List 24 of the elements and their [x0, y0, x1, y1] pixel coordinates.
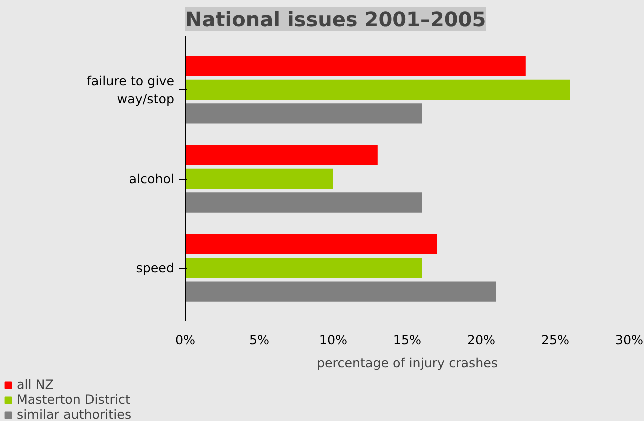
- bar: [186, 56, 526, 76]
- bar: [186, 282, 496, 302]
- x-tick-label: 0%: [175, 332, 196, 348]
- bar: [186, 192, 422, 213]
- y-tick-label: alcohol: [129, 172, 175, 186]
- x-tick-label: 10%: [319, 332, 348, 348]
- bar: [186, 168, 334, 190]
- x-tick-label: 25%: [541, 332, 570, 348]
- bar: [186, 104, 422, 124]
- bar: [186, 234, 438, 254]
- chart-title: National issues 2001–2005: [186, 8, 486, 32]
- legend-label: Masterton District: [17, 392, 130, 407]
- bar: [186, 258, 422, 278]
- x-axis-title: percentage of injury crashes: [317, 356, 498, 370]
- bar: [186, 80, 570, 100]
- x-tick-label: 15%: [393, 332, 422, 348]
- bar: [186, 145, 378, 166]
- legend-label: similar authorities: [17, 407, 132, 421]
- legend-label: all NZ: [17, 377, 54, 392]
- x-tick-label: 30%: [615, 332, 644, 348]
- x-tick-label: 20%: [467, 332, 496, 348]
- y-tick-label: speed: [136, 260, 175, 276]
- x-tick-label: 5%: [249, 332, 270, 348]
- y-tick-label: failure to give way/stop: [86, 73, 175, 106]
